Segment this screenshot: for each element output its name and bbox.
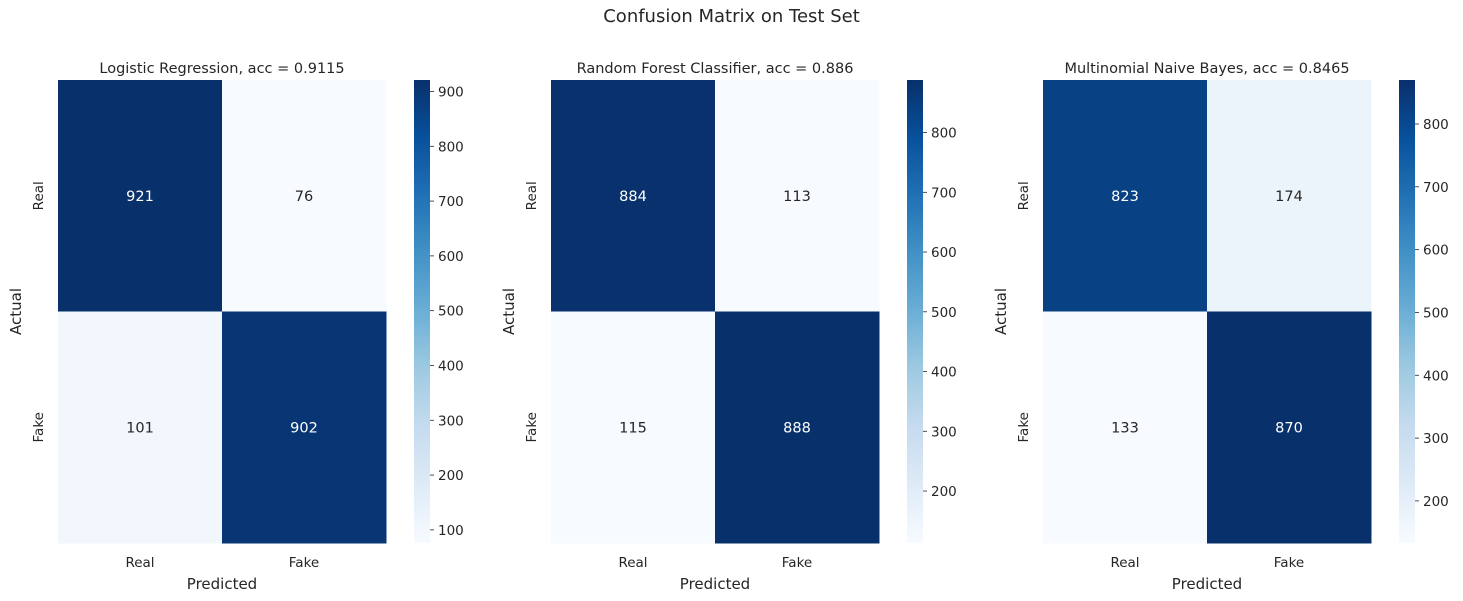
y-tick-label: Real [524,181,540,210]
cell-value-label: 888 [783,420,811,436]
colorbar-tick-label: 800 [1423,117,1449,133]
cell-value-label: 101 [126,420,154,436]
heatmap-panel-1: Logistic Regression, acc = 0.9115 921 76 10… [7,61,464,593]
cell-value-label: 76 [295,189,313,205]
cell-value-label: 823 [1111,189,1139,205]
heatmap-cell [715,311,880,544]
cell-value-label: 884 [619,189,647,205]
colorbar-tick-label: 600 [438,249,464,265]
colorbar-tick-label: 200 [931,484,957,500]
heatmap-panel-3: Multinomial Naive Bayes, acc = 0.8465 823… [992,61,1449,593]
colorbar [1399,80,1415,543]
cell-value-label: 921 [126,189,154,205]
panel-title: Multinomial Naive Bayes, acc = 0.8465 [1064,61,1349,77]
heatmap-cell [1207,311,1372,544]
colorbar-tick-label: 600 [1423,243,1449,259]
y-tick-label: Fake [31,412,47,442]
heatmap-cell [1043,311,1208,544]
x-axis-label: Predicted [680,575,750,593]
y-tick-label: Real [1016,181,1032,210]
colorbar-tick-label: 800 [438,139,464,155]
figure-title: Confusion Matrix on Test Set [603,6,860,27]
cell-value-label: 902 [290,420,318,436]
colorbar-tick-label: 500 [438,304,464,320]
colorbar-tick-label: 100 [438,523,464,539]
y-axis-label: Actual [7,288,25,335]
y-tick-label: Real [31,181,47,210]
heatmap-cell [222,80,387,312]
colorbar-tick-label: 700 [931,185,957,201]
y-tick-label: Fake [524,412,540,442]
x-axis-label: Predicted [1172,575,1242,593]
y-axis-label: Actual [500,288,518,335]
colorbar-tick-label: 700 [1423,180,1449,196]
cell-value-label: 174 [1275,189,1303,205]
cell-value-label: 133 [1111,420,1139,436]
x-tick-label: Real [1110,555,1139,571]
colorbar-tick-label: 500 [931,305,957,321]
colorbar-tick-label: 500 [1423,305,1449,321]
colorbar [907,80,923,543]
x-tick-label: Fake [1274,555,1304,571]
y-axis-label: Actual [992,288,1010,335]
colorbar-tick-label: 400 [438,358,464,374]
colorbar-tick-label: 800 [931,126,957,142]
colorbar-tick-label: 400 [1423,368,1449,384]
heatmap-cell [551,80,716,312]
colorbar-tick-label: 600 [931,245,957,261]
heatmap-cell [58,80,223,312]
colorbar-tick-label: 200 [438,468,464,484]
heatmap-cell [58,311,223,544]
heatmap-cell [1207,80,1372,312]
heatmap-cell [551,311,716,544]
panel-title: Random Forest Classifier, acc = 0.886 [577,61,854,77]
cell-value-label: 115 [619,420,647,436]
x-tick-label: Real [618,555,647,571]
colorbar [414,80,430,543]
cell-value-label: 870 [1275,420,1303,436]
heatmap-cell [715,80,880,312]
colorbar-tick-label: 700 [438,194,464,210]
cell-value-label: 113 [783,189,811,205]
colorbar-tick-label: 300 [931,424,957,440]
x-tick-label: Fake [782,555,812,571]
heatmap-cell [222,311,387,544]
heatmap-cell [1043,80,1208,312]
colorbar-tick-label: 900 [438,85,464,101]
colorbar-tick-label: 200 [1423,494,1449,510]
panel-title: Logistic Regression, acc = 0.9115 [99,61,344,77]
colorbar-tick-label: 400 [931,365,957,381]
y-tick-label: Fake [1016,412,1032,442]
colorbar-tick-label: 300 [1423,431,1449,447]
heatmap-panel-2: Random Forest Classifier, acc = 0.886 884… [500,61,957,593]
x-tick-label: Fake [289,555,319,571]
x-axis-label: Predicted [187,575,257,593]
colorbar-tick-label: 300 [438,413,464,429]
x-tick-label: Real [125,555,154,571]
